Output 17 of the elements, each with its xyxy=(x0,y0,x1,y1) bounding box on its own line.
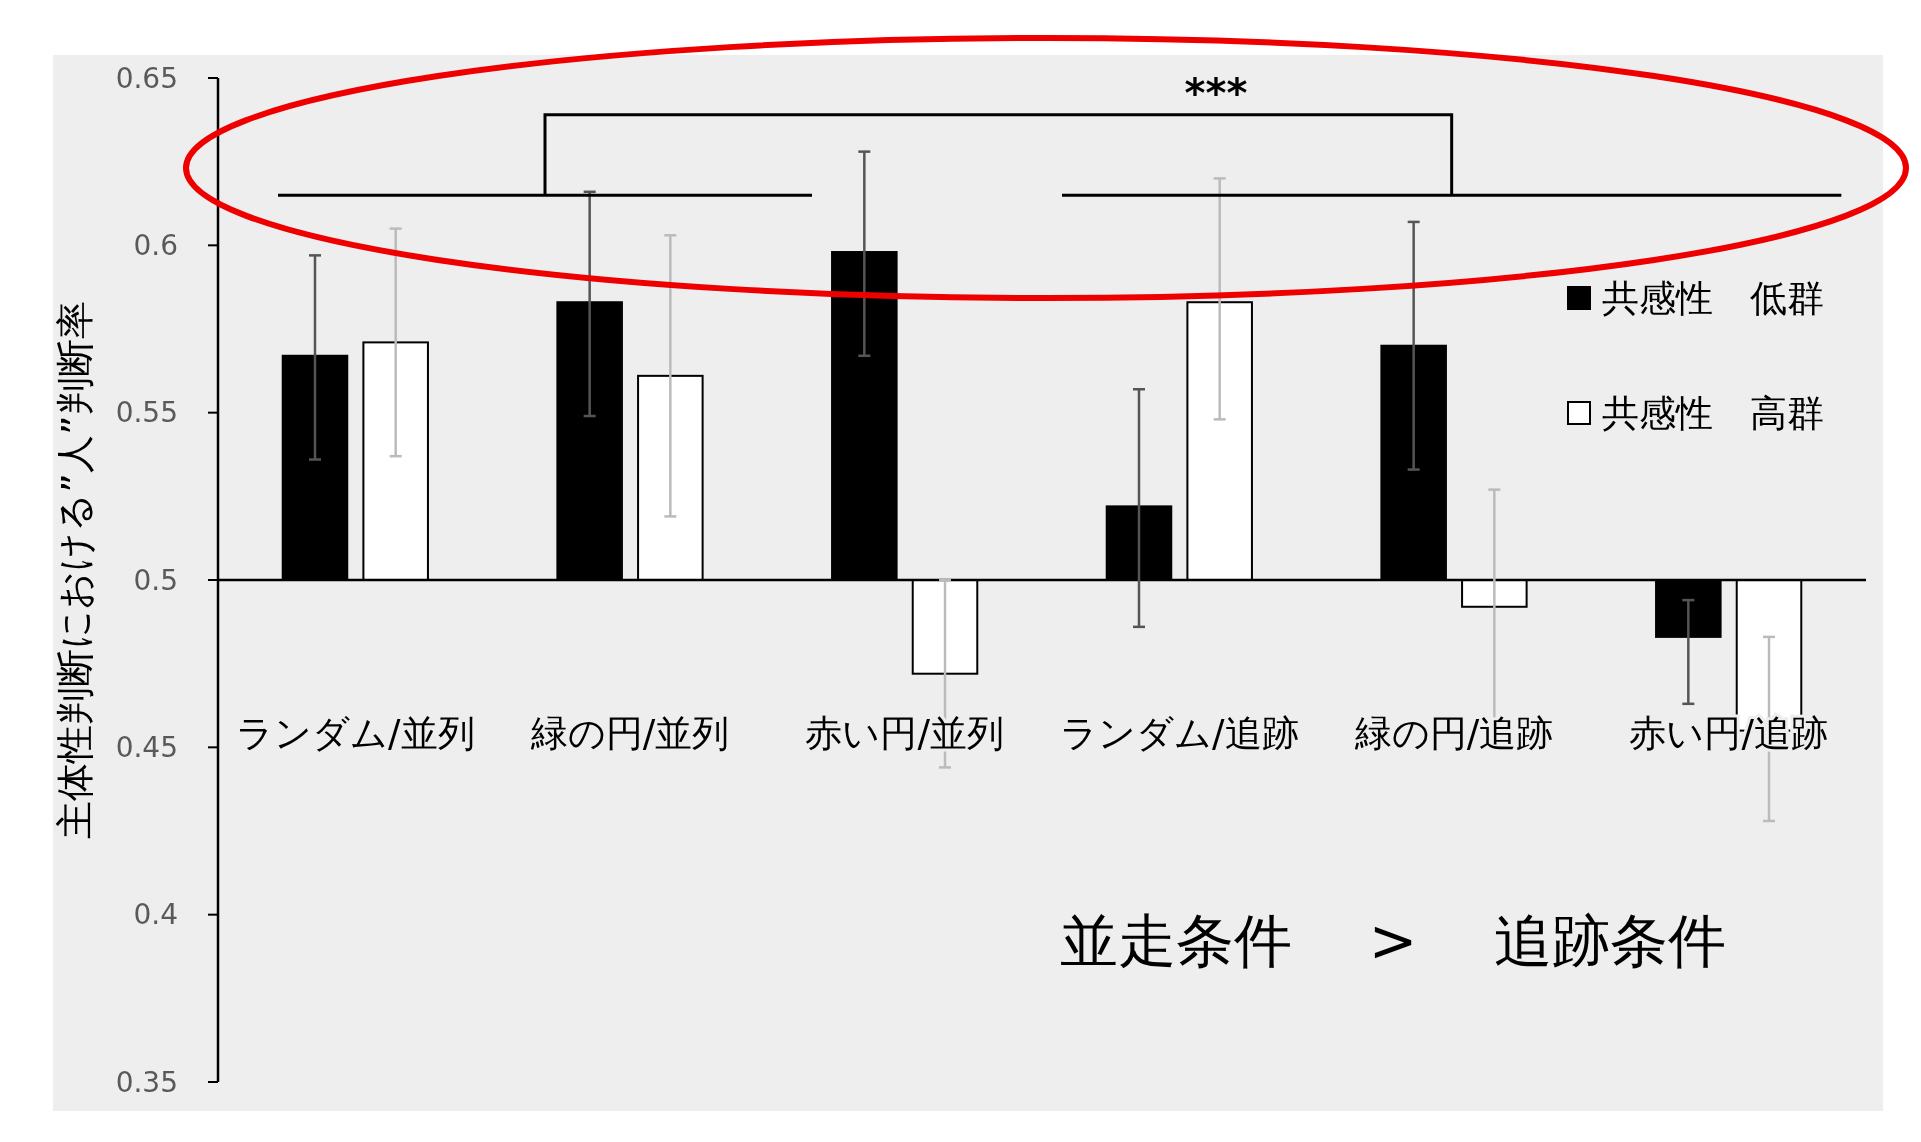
x-tick-label: 緑の円/並列 xyxy=(529,712,730,755)
x-tick-label: ランダム/並列 xyxy=(236,712,475,755)
legend-label: 共感性 低群 xyxy=(1602,276,1824,320)
x-tick-label: 赤い円/並列 xyxy=(805,712,1004,755)
y-tick-label: 0.4 xyxy=(133,898,178,932)
y-tick-label: 0.45 xyxy=(115,731,178,765)
y-tick-label: 0.6 xyxy=(133,229,178,263)
x-tick-label: ランダム/追跡 xyxy=(1060,712,1299,755)
annotation: 並走条件 > 追跡条件 xyxy=(1060,907,1726,975)
y-tick-label: 0.55 xyxy=(115,396,178,430)
annotation: *** xyxy=(1184,69,1248,116)
legend-label: 共感性 高群 xyxy=(1602,391,1824,435)
y-tick-label: 0.5 xyxy=(133,563,178,597)
y-tick-label: 0.35 xyxy=(115,1065,178,1099)
x-tick-label: 緑の円/追跡 xyxy=(1353,712,1554,755)
y-axis-title: 主体性判断における”人”判断率 xyxy=(53,301,97,839)
y-tick-label: 0.65 xyxy=(115,61,178,95)
